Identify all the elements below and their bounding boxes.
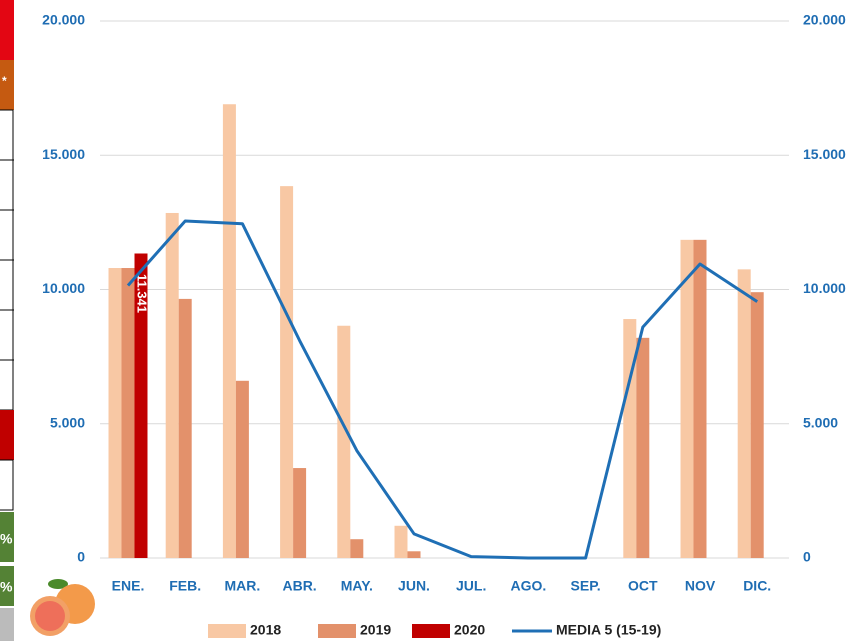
bar — [394, 525, 408, 558]
legend-label: MEDIA 5 (15-19) — [556, 622, 661, 638]
y-tick-label: 5.000 — [50, 414, 85, 430]
y2-tick-label: 0 — [803, 549, 811, 565]
sidebar-text: % — [0, 531, 13, 547]
value-label: 11.341 — [135, 274, 150, 313]
x-tick-label: OCT — [628, 578, 658, 594]
bar — [636, 337, 650, 558]
bar — [121, 268, 135, 558]
sidebar-text: * — [2, 74, 7, 88]
bar — [337, 325, 351, 558]
bar — [293, 468, 307, 558]
legend-label: 2019 — [360, 622, 391, 638]
leaf — [48, 579, 68, 589]
bar — [407, 551, 421, 558]
x-tick-label: MAY. — [341, 578, 373, 594]
x-tick-label: SEP. — [571, 578, 601, 594]
bar — [750, 292, 764, 558]
bar — [693, 239, 707, 558]
x-tick-label: JUL. — [456, 578, 486, 594]
sidebar-box — [0, 512, 14, 562]
line — [126, 219, 759, 560]
bar — [680, 239, 694, 558]
y2-tick-label: 20.000 — [803, 12, 846, 28]
bar — [623, 319, 637, 558]
x-tick-label: FEB. — [169, 578, 201, 594]
x-tick-label: ABR. — [282, 578, 316, 594]
x-tick-label: DIC. — [743, 578, 771, 594]
bar — [108, 268, 122, 558]
bar — [350, 539, 364, 558]
x-tick-label: MAR. — [225, 578, 261, 594]
x-tick-label: AGO. — [511, 578, 547, 594]
sidebar-box — [0, 566, 14, 606]
legend-label: 2020 — [454, 622, 485, 638]
y2-tick-label: 15.000 — [803, 146, 846, 162]
bar — [222, 104, 236, 559]
y2-tick-label: 10.000 — [803, 280, 846, 296]
sidebar: * % % — [0, 0, 14, 641]
y2-tick-label: 5.000 — [803, 414, 838, 430]
fruit-slice — [35, 601, 65, 631]
legend-label: 2018 — [250, 622, 281, 638]
y-tick-label: 20.000 — [42, 12, 85, 28]
sidebar-box — [0, 608, 14, 641]
bar — [737, 269, 751, 558]
legend-swatch — [412, 624, 450, 638]
sidebar-box — [0, 0, 14, 60]
y-tick-label: 15.000 — [42, 146, 85, 162]
bar — [178, 298, 192, 558]
y-tick-label: 0 — [77, 549, 85, 565]
sidebar-box — [0, 410, 14, 460]
bar — [165, 212, 179, 559]
legend-swatch — [208, 624, 246, 638]
y-tick-label: 10.000 — [42, 280, 85, 296]
sidebar-box — [0, 459, 14, 511]
x-tick-label: ENE. — [112, 578, 145, 594]
sidebar-text: % — [0, 579, 13, 595]
fruit-icon — [30, 579, 95, 636]
legend-swatch — [318, 624, 356, 638]
bar — [235, 380, 249, 558]
bar — [280, 186, 294, 558]
sidebar-box — [0, 60, 14, 110]
bar — [134, 253, 148, 559]
x-tick-label: NOV — [685, 578, 716, 594]
x-tick-label: JUN. — [398, 578, 430, 594]
